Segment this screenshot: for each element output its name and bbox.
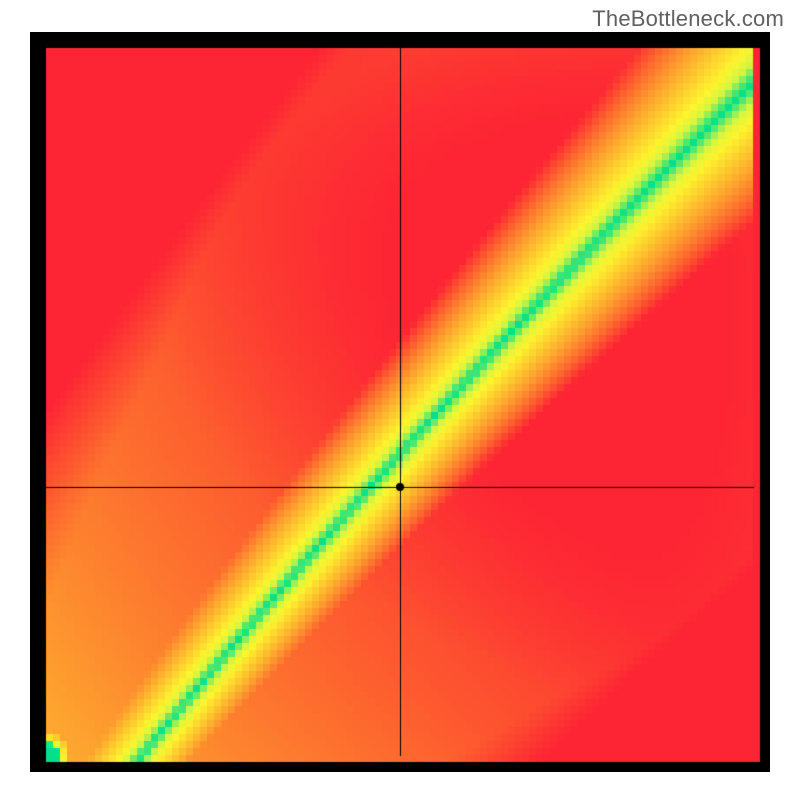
chart-frame (30, 32, 770, 772)
bottleneck-heatmap (30, 32, 770, 772)
watermark-text: TheBottleneck.com (592, 6, 784, 32)
